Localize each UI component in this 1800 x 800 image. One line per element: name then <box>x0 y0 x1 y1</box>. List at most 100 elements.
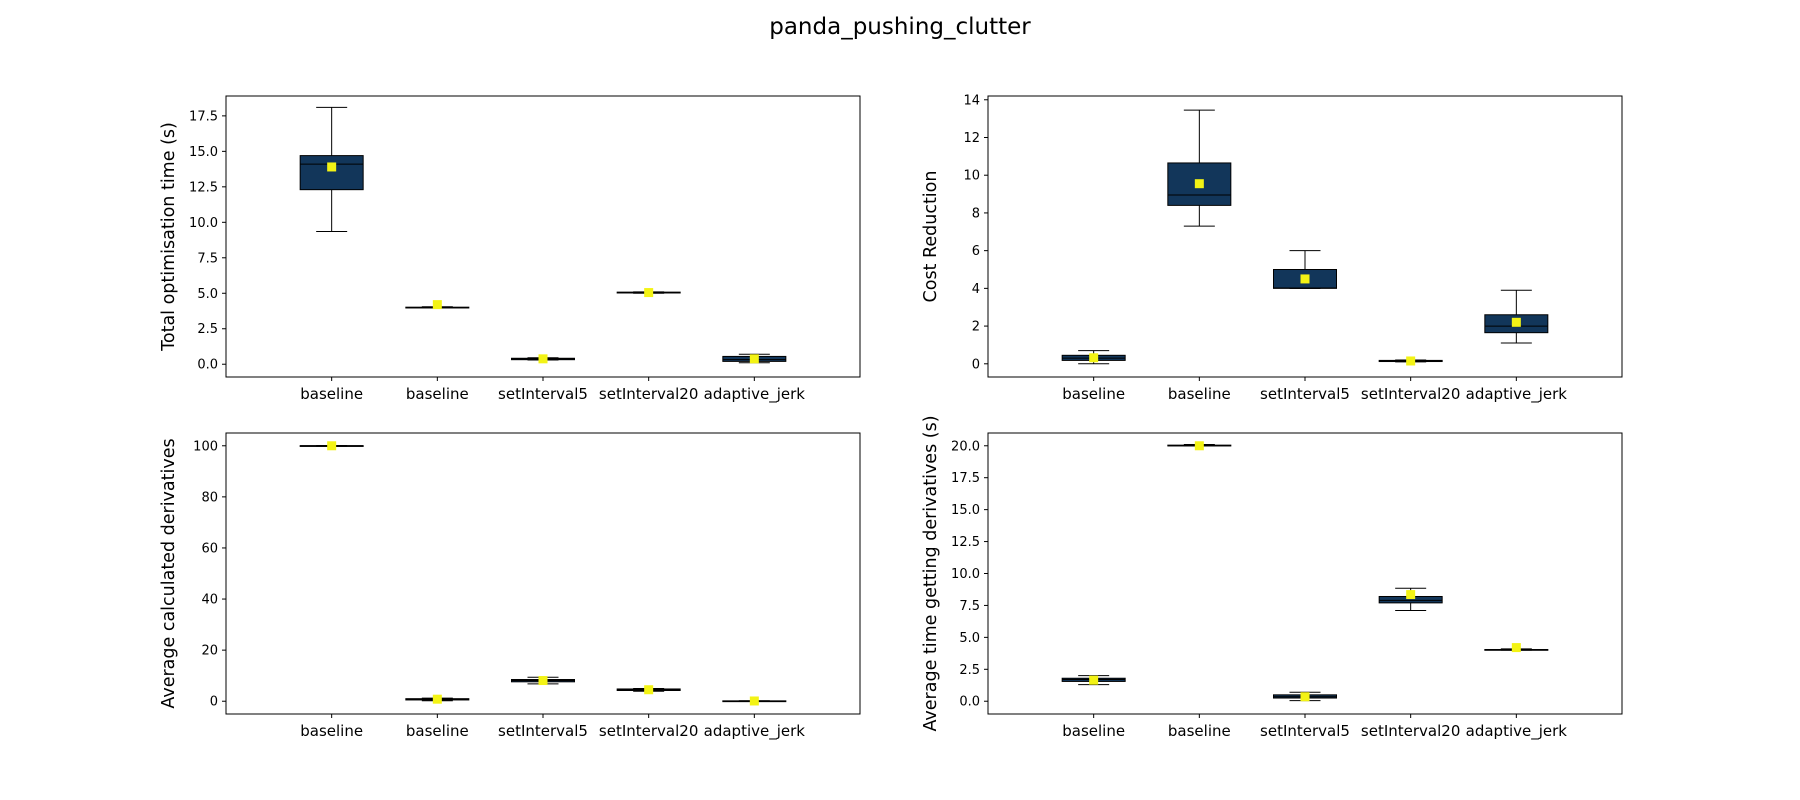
x-tick-label: baseline <box>300 722 363 740</box>
y-tick-label: 20 <box>201 644 218 659</box>
y-tick-label: 6 <box>972 244 980 259</box>
box-iqr <box>299 155 364 191</box>
y-tick-label: 60 <box>201 541 218 556</box>
mean-marker <box>1089 675 1099 685</box>
x-tick-label: adaptive_jerk <box>704 385 806 404</box>
x-tick-label: baseline <box>406 385 469 403</box>
y-tick-label: 10 <box>963 169 980 184</box>
x-tick-label: setInterval20 <box>1361 722 1460 740</box>
box-0 <box>1061 675 1126 686</box>
x-tick-label: setInterval5 <box>498 385 588 403</box>
y-axis-label: Average time getting derivatives (s) <box>921 415 941 731</box>
y-tick-label: 40 <box>201 593 218 608</box>
mean-marker <box>327 162 337 172</box>
x-tick-label: adaptive_jerk <box>1466 722 1568 741</box>
axes-frame <box>987 432 1623 715</box>
y-tick-label: 17.5 <box>189 109 218 124</box>
mean-marker <box>432 300 442 310</box>
subplots: 0.0 2.5 5.0 7.5 10.0 12.5 15.0 17.5 baseline base… <box>159 93 1623 741</box>
box-2 <box>1273 691 1337 702</box>
y-tick-label: 20.0 <box>951 439 980 454</box>
y-tick-label: 0.0 <box>959 695 980 710</box>
box-4 <box>722 353 787 364</box>
box-2 <box>1273 250 1337 289</box>
y-tick-label: 17.5 <box>951 471 980 486</box>
mean-marker <box>749 696 759 706</box>
subplot-time-derivatives: 0.0 2.5 5.0 7.5 10.0 12.5 15.0 17.5 20.0 baseline… <box>921 415 1623 741</box>
box-4 <box>722 696 787 706</box>
x-tick-label: setInterval5 <box>1260 722 1350 740</box>
mean-marker <box>1406 590 1416 600</box>
x-tick-label: setInterval5 <box>1260 385 1350 403</box>
x-tick-label: baseline <box>1062 385 1125 403</box>
mean-marker <box>644 685 654 695</box>
y-tick-label: 12.5 <box>951 535 980 550</box>
y-tick-label: 8 <box>972 206 980 221</box>
mean-marker <box>1406 356 1416 366</box>
box-1 <box>1167 441 1232 451</box>
y-tick-label: 80 <box>201 490 218 505</box>
y-tick-label: 12 <box>963 131 980 146</box>
mean-marker <box>1511 643 1521 653</box>
x-tick-label: setInterval20 <box>1361 385 1460 403</box>
x-tick-label: baseline <box>1168 385 1231 403</box>
box-3 <box>1378 356 1443 366</box>
y-tick-label: 15.0 <box>189 145 218 160</box>
subplot-calc-derivatives: 0 20 40 60 80 100 baseline baseline setInterval5… <box>159 432 861 741</box>
mean-marker <box>1300 692 1310 702</box>
y-tick-label: 5.0 <box>197 287 218 302</box>
x-tick-label: adaptive_jerk <box>1466 385 1568 404</box>
mean-marker <box>644 288 654 298</box>
y-axis-label: Total optimisation time (s) <box>159 122 179 352</box>
mean-marker <box>1089 353 1099 363</box>
box-0 <box>1061 350 1126 365</box>
box-1 <box>1167 109 1232 227</box>
x-tick-label: baseline <box>300 385 363 403</box>
mean-marker <box>1511 317 1521 327</box>
subplot-cost-reduction: 0 2 4 6 8 10 12 14 baseline baseline setInterval5 s… <box>921 93 1623 404</box>
box-4 <box>1484 643 1549 653</box>
y-tick-label: 0 <box>972 357 980 372</box>
mean-marker <box>1300 274 1310 284</box>
mean-marker <box>749 354 759 364</box>
box-2 <box>511 676 575 686</box>
box-0 <box>299 106 364 233</box>
y-tick-label: 100 <box>193 439 218 454</box>
x-tick-label: baseline <box>1062 722 1125 740</box>
box-1 <box>405 300 470 310</box>
box-2 <box>511 354 575 364</box>
mean-marker <box>327 441 337 451</box>
y-tick-label: 5.0 <box>959 631 980 646</box>
mean-marker <box>1194 179 1204 189</box>
box-3 <box>1378 587 1443 612</box>
x-tick-label: baseline <box>406 722 469 740</box>
axes-frame <box>225 95 861 378</box>
y-tick-label: 7.5 <box>197 251 218 266</box>
y-tick-label: 7.5 <box>959 599 980 614</box>
box-3 <box>616 288 681 298</box>
y-tick-label: 2.5 <box>197 322 218 337</box>
y-tick-label: 10.0 <box>951 567 980 582</box>
mean-marker <box>538 676 548 686</box>
axes-frame <box>987 95 1623 378</box>
box-0 <box>299 441 364 451</box>
y-tick-label: 2 <box>972 320 980 335</box>
mean-marker <box>432 694 442 704</box>
x-tick-label: baseline <box>1168 722 1231 740</box>
box-1 <box>405 694 470 704</box>
y-tick-label: 4 <box>972 282 980 297</box>
x-tick-label: setInterval20 <box>599 722 698 740</box>
figure-title: panda_pushing_clutter <box>769 14 1031 40</box>
box-3 <box>616 685 681 695</box>
y-tick-label: 10.0 <box>189 216 218 231</box>
y-tick-label: 0 <box>210 695 218 710</box>
x-tick-label: adaptive_jerk <box>704 722 806 741</box>
y-axis-label: Cost Reduction <box>921 171 941 303</box>
subplot-opt-time: 0.0 2.5 5.0 7.5 10.0 12.5 15.0 17.5 baseline base… <box>159 95 861 404</box>
y-tick-label: 0.0 <box>197 358 218 373</box>
y-tick-label: 14 <box>963 93 980 108</box>
mean-marker <box>538 354 548 364</box>
x-tick-label: setInterval20 <box>599 385 698 403</box>
y-tick-label: 15.0 <box>951 503 980 518</box>
